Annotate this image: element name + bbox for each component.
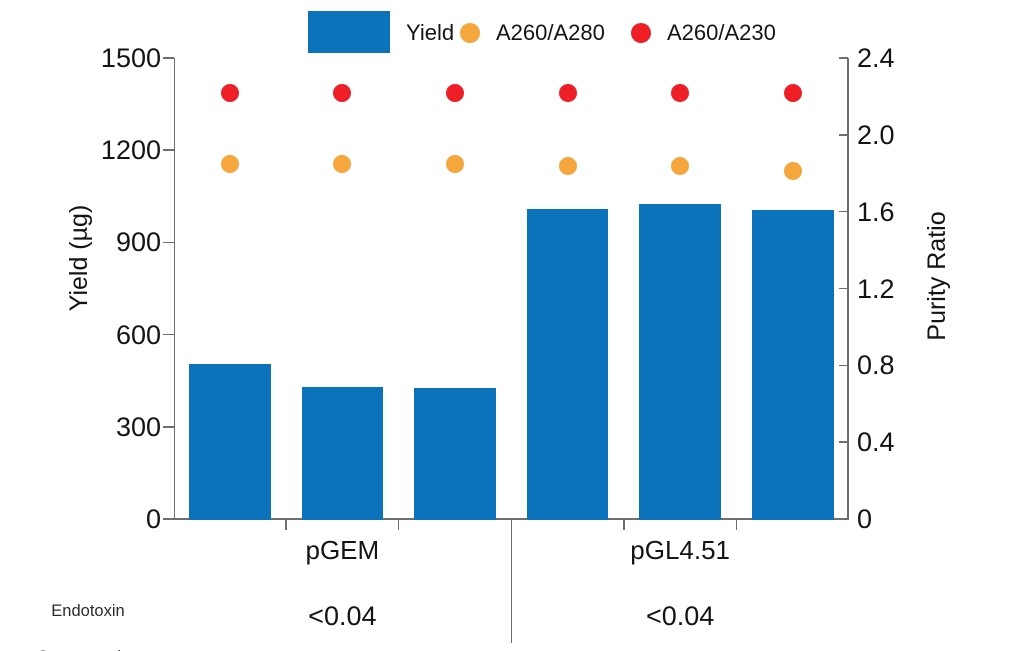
- endotoxin-row-header: Endotoxin Concentration (EU/µg): [13, 577, 163, 651]
- yield-bar: [752, 210, 834, 520]
- right-axis-tick-label: 2.4: [857, 43, 895, 73]
- left-axis-tick: [163, 518, 174, 520]
- yield-legend-label: Yield: [406, 20, 455, 45]
- right-axis-tick: [839, 57, 848, 59]
- endotoxin-row-header-line2: Concentration: [37, 648, 140, 651]
- yield-bar: [526, 208, 609, 520]
- a260-a230-dot: [333, 83, 352, 102]
- a260-a280-dot: [671, 156, 690, 175]
- a260-a230-dot: [220, 83, 239, 102]
- right-axis-tick: [839, 134, 848, 136]
- yield-bar: [301, 386, 384, 520]
- yield-bar: [414, 388, 496, 520]
- a260-a230-dot: [445, 83, 464, 102]
- left-axis-tick: [163, 57, 174, 59]
- left-axis-tick-label: 600: [115, 319, 161, 350]
- right-axis-tick-label: 1.2: [857, 273, 895, 304]
- yield-bar: [189, 363, 271, 520]
- right-axis-tick-label: 2.0: [857, 119, 895, 150]
- group-label-pgem: pGEM: [305, 535, 380, 565]
- right-axis-tick-label: 0: [857, 504, 873, 534]
- x-axis-tick: [397, 519, 400, 530]
- right-axis-tick: [839, 287, 848, 290]
- right-axis-tick: [839, 441, 848, 443]
- endotoxin-row-header-line1: Endotoxin: [51, 602, 125, 620]
- left-axis-tick-label: 300: [115, 411, 161, 442]
- left-axis-tick-label: 900: [115, 227, 161, 258]
- a260-a230-legend-label: A260/A230: [667, 20, 776, 45]
- right-axis-tick-label: 0.4: [857, 427, 895, 458]
- group-label-pgl4-51: pGL4.51: [630, 535, 731, 565]
- yield-bar: [639, 203, 721, 520]
- a260-a280-dot: [220, 154, 239, 173]
- a260-a280-dot: [783, 162, 802, 181]
- right-axis-title: Purity Ratio: [923, 211, 951, 341]
- group-divider-line: [510, 519, 512, 643]
- a260-a280-dot: [445, 154, 464, 173]
- a260-a230-legend-icon: [631, 23, 651, 43]
- a260-a230-dot: [671, 83, 690, 102]
- a260-a280-legend-icon: [460, 23, 480, 43]
- left-axis-tick: [163, 241, 174, 244]
- a260-a230-dot: [783, 83, 802, 102]
- right-axis-tick: [839, 364, 848, 367]
- left-axis-tick-label: 1500: [100, 43, 161, 73]
- left-axis-tick-label: 1200: [100, 135, 161, 166]
- yield-legend-swatch: [308, 11, 390, 53]
- x-axis-tick: [735, 519, 738, 530]
- legend: Yield A260/A280 A260/A230: [0, 0, 1024, 60]
- x-axis-tick: [285, 519, 287, 530]
- left-axis-tick: [163, 149, 174, 151]
- left-axis-tick-label: 0: [145, 504, 161, 534]
- right-axis-tick: [839, 210, 848, 213]
- x-axis-tick: [623, 519, 625, 530]
- a260-a280-dot: [558, 156, 577, 175]
- bottom-axis-line: [173, 518, 849, 520]
- a260-a230-dot: [558, 83, 577, 102]
- left-axis-tick: [163, 426, 174, 428]
- a260-a280-dot: [333, 154, 352, 173]
- a260-a280-legend-label: A260/A280: [496, 20, 605, 45]
- left-axis-tick: [163, 333, 174, 336]
- right-axis-tick-label: 1.6: [857, 196, 895, 227]
- endotoxin-value: <0.04: [645, 601, 715, 631]
- right-axis-tick: [839, 518, 848, 520]
- endotoxin-value: <0.04: [308, 601, 377, 631]
- left-axis-title: Yield (µg): [65, 204, 93, 312]
- left-axis-line: [173, 58, 176, 519]
- right-axis-tick-label: 0.8: [857, 350, 895, 381]
